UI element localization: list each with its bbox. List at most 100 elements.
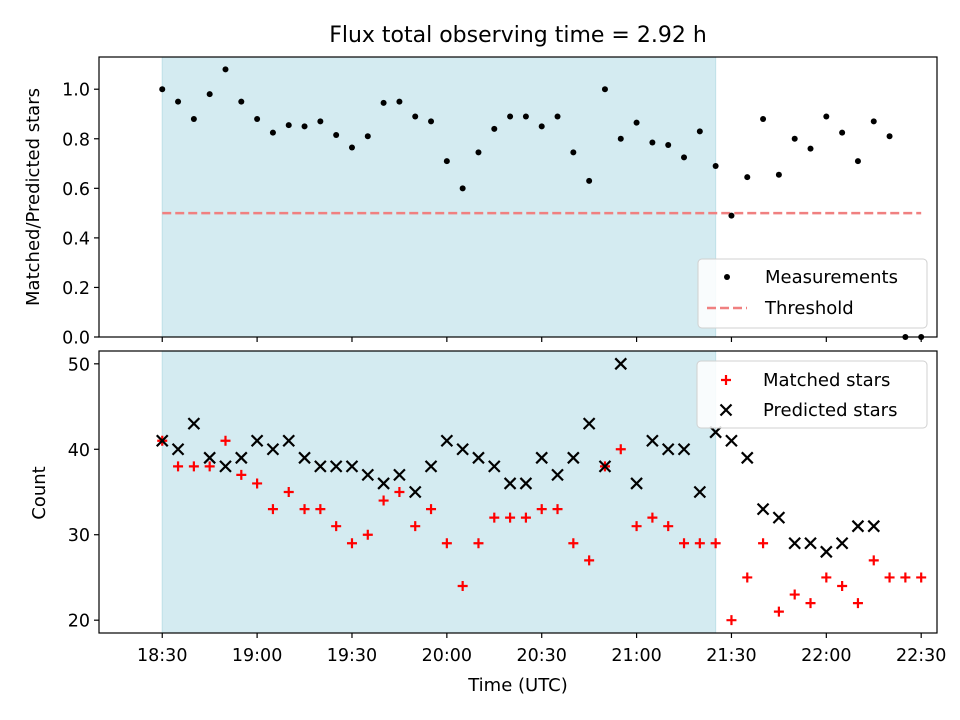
measurement-point [823, 113, 830, 120]
measurement-point [206, 91, 213, 98]
matched-star-point [505, 512, 516, 523]
measurement-point [586, 177, 593, 184]
matched-star-point [267, 504, 278, 515]
matched-star-point [188, 461, 199, 472]
predicted-star-point [440, 434, 454, 448]
predicted-star-point [740, 451, 754, 465]
x-tick-label: 22:30 [896, 646, 946, 666]
predicted-star-point [693, 485, 707, 499]
measurement-point [475, 149, 482, 156]
x-tick-label: 22:00 [801, 646, 851, 666]
matched-star-point [742, 572, 753, 583]
matched-star-point [726, 615, 737, 626]
measurement-point [348, 144, 355, 151]
legend-measurement-marker [724, 274, 730, 280]
predicted-star-point [772, 511, 786, 524]
predicted-star-point [582, 417, 596, 430]
matched-star-point [426, 504, 437, 515]
observing-window-span [161, 56, 717, 338]
measurement-point [159, 86, 166, 93]
x-tick-label: 19:30 [327, 646, 377, 666]
matched-star-point [868, 555, 879, 566]
measurement-point [428, 118, 435, 125]
measurement-point [443, 158, 450, 165]
measurement-point [870, 118, 877, 125]
measurement-point [285, 122, 292, 129]
matched-star-point [647, 512, 658, 523]
legend-predicted-label: Predicted stars [763, 400, 897, 421]
predicted-star-point [646, 434, 659, 448]
matched-star-point [679, 538, 690, 549]
predicted-star-point [361, 468, 375, 482]
predicted-star-point [551, 468, 564, 482]
predicted-star-point [488, 460, 501, 473]
measurement-point [681, 154, 688, 161]
predicted-star-point [725, 434, 738, 448]
predicted-star-point [329, 460, 343, 473]
measurement-point [617, 135, 624, 142]
measurement-point [791, 135, 798, 142]
measurement-point [507, 113, 514, 120]
count-panel: 20 30 40 50 18:30 19:00 19:30 20:00 20:30 21:00 21… [68, 350, 946, 666]
measurement-point [649, 139, 656, 146]
predicted-star-point [820, 545, 833, 559]
predicted-star-point [614, 357, 628, 371]
measurement-point [886, 133, 893, 140]
measurement-point [570, 149, 577, 156]
measurement-point [522, 113, 529, 120]
matched-star-point [394, 487, 405, 497]
matched-star-point [821, 572, 832, 583]
predicted-star-point [424, 460, 438, 473]
measurement-point [269, 129, 276, 136]
ratio-panel: 0.0 0.2 0.4 0.6 0.8 1.0 Measurements Threshold [62, 56, 938, 349]
matched-star-point [694, 538, 705, 549]
measurement-point [744, 174, 751, 181]
y-tick-label: 0.2 [62, 279, 90, 299]
predicted-star-point [219, 460, 232, 473]
legend-box [697, 258, 928, 329]
matched-star-point [837, 581, 848, 591]
predicted-star-point [393, 468, 406, 482]
predicted-star-point [377, 477, 390, 490]
legend-matched-label: Matched stars [763, 370, 890, 391]
x-tick-label: 18:30 [137, 646, 187, 666]
measurement-point [775, 171, 782, 178]
y-tick-label: 0.8 [62, 130, 90, 150]
predicted-star-point [456, 442, 469, 456]
x-tick-label: 20:00 [422, 646, 472, 666]
measurement-point [301, 123, 308, 130]
measurement-point [364, 133, 371, 140]
legend-box [696, 360, 928, 429]
measurement-point [696, 128, 703, 135]
legend-measurements-label: Measurements [765, 267, 898, 288]
predicted-star-point [187, 417, 201, 430]
predicted-star-point [788, 536, 801, 550]
y-tick-label: 0.4 [62, 229, 90, 249]
measurement-point [854, 158, 861, 165]
legend-matched-marker [721, 375, 731, 385]
measurement-point [839, 129, 846, 136]
matched-star-point [584, 555, 595, 566]
matched-star-point [236, 469, 247, 480]
matched-star-point [252, 478, 263, 489]
predicted-star-point [345, 460, 359, 473]
measurement-point [601, 86, 608, 93]
matched-star-point [536, 504, 547, 515]
matched-star-point [520, 512, 531, 523]
matched-star-point [410, 521, 421, 532]
measurement-point [254, 115, 261, 122]
matched-star-point [378, 495, 389, 506]
chart-title: Flux total observing time = 2.92 h [329, 23, 707, 48]
predicted-star-point [804, 536, 817, 550]
observing-window-span [161, 350, 717, 634]
bottom-y-axis-label: Count [29, 466, 50, 519]
matched-star-point [173, 461, 184, 472]
predicted-star-point [408, 485, 422, 499]
measurement-point [396, 98, 403, 105]
y-tick-label: 0.6 [62, 180, 90, 200]
predicted-star-point [835, 536, 849, 550]
predicted-star-point [867, 519, 881, 533]
matched-star-point [884, 572, 895, 583]
matched-star-point [204, 461, 215, 472]
